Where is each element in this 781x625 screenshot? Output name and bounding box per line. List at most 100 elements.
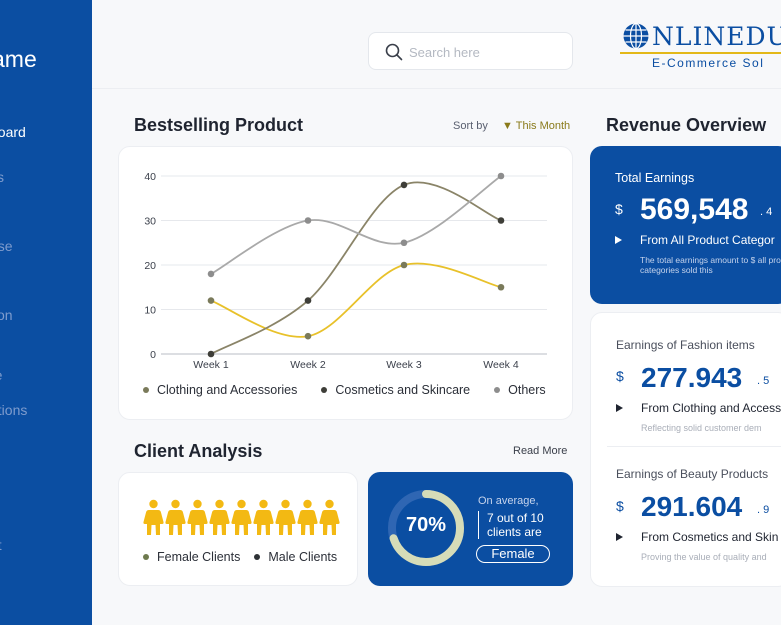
series-line xyxy=(210,262,502,338)
person-icon xyxy=(187,499,208,542)
total-note: The total earnings amount to $ all produ… xyxy=(640,255,781,275)
y-tick-label: 0 xyxy=(150,349,156,361)
male-label: Male Clients xyxy=(268,550,338,564)
legend-dot xyxy=(143,387,149,393)
person-icon xyxy=(319,499,340,542)
total-earnings-card: Total Earnings $ 569,548 . 4 From All Pr… xyxy=(590,146,781,304)
search-box[interactable] xyxy=(368,32,573,70)
sidebar: ame board cs s ase tion re ations s ut xyxy=(0,0,92,625)
brand-name: ame xyxy=(0,46,37,72)
data-point xyxy=(304,332,312,340)
sidebar-item-analytics[interactable]: cs xyxy=(0,169,4,185)
search-input[interactable] xyxy=(409,42,559,62)
header-divider xyxy=(92,88,781,89)
data-point xyxy=(497,217,505,224)
x-tick-label: Week 1 xyxy=(193,359,229,371)
data-point xyxy=(400,181,408,189)
sidebar-item-dashboard[interactable]: board xyxy=(0,124,26,140)
beauty-label: Earnings of Beauty Products xyxy=(616,467,769,481)
line-chart: 0 10 20 30 40 Week 1 Week 2 Week 3 Week 4 xyxy=(144,171,547,371)
beauty-cents: . 9 xyxy=(757,504,770,516)
search-icon xyxy=(385,43,403,61)
average-text: 7 out of 10 clients are xyxy=(478,511,558,539)
data-point xyxy=(497,172,505,180)
female-badge: Female xyxy=(476,545,550,563)
play-arrow-icon xyxy=(616,533,623,541)
x-tick-label: Week 4 xyxy=(483,359,519,371)
legend-dot xyxy=(321,387,328,393)
progress-ring xyxy=(388,490,464,566)
person-icon xyxy=(165,499,186,542)
total-from: From All Product Categor xyxy=(640,233,775,247)
data-point xyxy=(304,217,312,224)
play-arrow-icon xyxy=(615,236,622,244)
person-icon xyxy=(231,499,252,542)
fashion-cents: . 5 xyxy=(757,375,770,387)
data-point xyxy=(497,283,505,291)
total-amount: 569,548 xyxy=(640,193,749,226)
bestselling-title: Bestselling Product xyxy=(134,115,304,135)
fashion-from: From Clothing and Access xyxy=(641,401,781,415)
data-point xyxy=(207,270,215,278)
play-arrow-icon xyxy=(616,404,623,412)
fashion-currency: $ xyxy=(616,368,624,384)
chart-legend: Clothing and Accessories Cosmetics and Sk… xyxy=(143,383,546,397)
company-logo: NLINEDU E-Commerce Sol xyxy=(620,18,781,74)
legend-item: Others xyxy=(494,383,546,397)
sidebar-item-store[interactable]: re xyxy=(0,367,2,383)
client-legend: Female Clients Male Clients xyxy=(143,550,337,564)
legend-item: Cosmetics and Skincare xyxy=(321,383,470,397)
beauty-note: Proving the value of quality and xyxy=(641,552,767,562)
data-point xyxy=(207,297,215,304)
person-icon xyxy=(275,499,296,542)
logo-underline xyxy=(620,52,781,54)
sort-label: Sort by xyxy=(453,120,488,132)
legend-dot xyxy=(494,387,501,393)
category-earnings-card: Earnings of Fashion items $ 277.943 . 5 … xyxy=(590,312,781,587)
beauty-from: From Cosmetics and Skin xyxy=(641,530,779,544)
bestselling-chart-card: 0 10 20 30 40 Week 1 Week 2 Week 3 Week 4 Clothi… xyxy=(118,146,573,420)
y-tick-label: 40 xyxy=(144,171,156,183)
sort-dropdown[interactable]: ▼ This Month xyxy=(502,120,571,132)
data-point xyxy=(207,350,215,358)
legend-male: Male Clients xyxy=(254,550,337,564)
beauty-amount: 291.604 xyxy=(641,491,743,522)
person-icon xyxy=(297,499,318,542)
x-tick-label: Week 2 xyxy=(290,359,326,371)
total-currency: $ xyxy=(615,201,623,217)
person-icon xyxy=(143,499,164,542)
sidebar-item-promotion[interactable]: tion xyxy=(0,307,13,323)
read-more-link[interactable]: Read More xyxy=(513,445,568,457)
sidebar-item-purchase[interactable]: ase xyxy=(0,238,13,254)
earnings-divider xyxy=(607,446,781,447)
legend-item: Clothing and Accessories xyxy=(143,383,297,397)
series-line xyxy=(210,175,502,275)
data-point xyxy=(400,261,408,269)
female-average-card: 70% On average, 7 out of 10 clients are … xyxy=(368,472,573,586)
fashion-label: Earnings of Fashion items xyxy=(616,338,755,352)
people-icons xyxy=(143,499,340,542)
beauty-currency: $ xyxy=(616,498,624,514)
y-tick-label: 20 xyxy=(144,260,156,272)
percent-value: 70% xyxy=(405,514,447,536)
person-icon xyxy=(253,499,274,542)
data-point xyxy=(304,297,312,304)
legend-label: Cosmetics and Skincare xyxy=(335,383,471,397)
total-earnings-label: Total Earnings xyxy=(615,171,695,185)
x-tick-label: Week 3 xyxy=(386,359,422,371)
fashion-amount: 277.943 xyxy=(641,362,743,393)
legend-label: Clothing and Accessories xyxy=(157,383,298,397)
series-line xyxy=(210,181,502,355)
logo-subtitle: E-Commerce Sol xyxy=(652,56,765,70)
female-dot xyxy=(143,554,149,560)
female-label: Female Clients xyxy=(157,550,241,564)
sidebar-item-logout[interactable]: ut xyxy=(0,537,2,553)
legend-label: Others xyxy=(508,383,546,397)
sidebar-item-notifications[interactable]: ations xyxy=(0,402,28,418)
y-tick-label: 10 xyxy=(144,305,156,317)
client-gender-card: Female Clients Male Clients xyxy=(118,472,358,586)
revenue-title: Revenue Overview xyxy=(606,115,767,135)
logo-text: NLINEDU xyxy=(652,22,781,51)
male-dot xyxy=(254,554,261,560)
data-point xyxy=(400,239,408,247)
